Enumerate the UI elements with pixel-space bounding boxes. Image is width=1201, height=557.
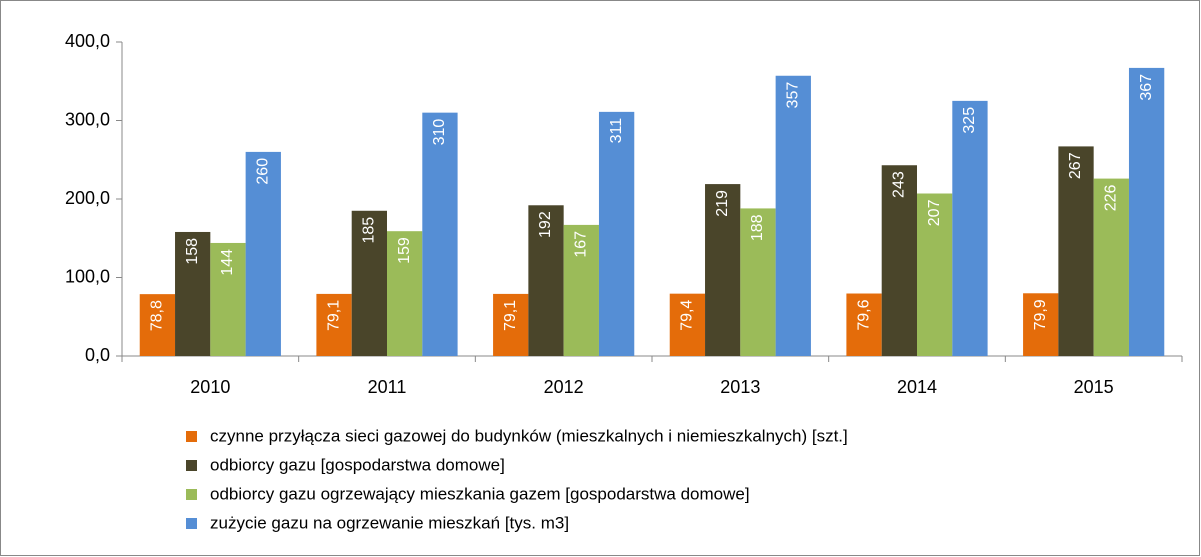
bar: [846, 293, 882, 356]
data-label: 159: [396, 237, 413, 264]
data-label: 311: [608, 118, 625, 144]
data-label: 79,4: [679, 300, 696, 331]
x-tick-label: 2015: [1074, 377, 1114, 397]
data-label: 357: [785, 82, 802, 109]
y-tick-label: 0,0: [85, 345, 110, 365]
data-label: 79,9: [1032, 299, 1049, 330]
bar: [917, 193, 953, 356]
bar: [422, 112, 458, 357]
x-tick-label: 2011: [368, 377, 407, 397]
data-label: 310: [431, 119, 448, 146]
bar: [881, 165, 917, 356]
data-label: 158: [184, 238, 201, 265]
bar: [1128, 67, 1165, 356]
bar: [775, 75, 811, 356]
bar: [175, 231, 211, 356]
y-tick-label: 100,0: [65, 266, 110, 286]
data-label: 219: [714, 190, 731, 217]
data-label: 79,1: [325, 300, 342, 331]
data-label: 192: [537, 211, 554, 238]
legend-swatch: [186, 518, 197, 529]
x-tick-label: 2010: [190, 377, 230, 397]
data-label: 267: [1067, 152, 1084, 179]
legend-swatch: [186, 460, 197, 471]
bar: [740, 208, 776, 356]
data-label: 188: [749, 214, 766, 241]
x-tick-label: 2013: [720, 377, 760, 397]
y-tick-label: 400,0: [65, 31, 110, 51]
x-tick-label: 2014: [897, 377, 937, 397]
data-label: 226: [1103, 184, 1120, 211]
y-tick-label: 300,0: [65, 109, 110, 129]
bar: [387, 231, 423, 356]
legend-label: czynne przyłącza sieci gazowej do budynk…: [210, 426, 848, 445]
bar: [139, 294, 176, 356]
x-tick-label: 2012: [544, 377, 584, 397]
bar: [1058, 146, 1094, 356]
legend-label: zużycie gazu na ogrzewanie mieszkań [tys…: [210, 513, 569, 532]
bar: [598, 111, 635, 357]
bar: [528, 205, 564, 356]
data-label: 260: [255, 158, 272, 185]
bar: [210, 242, 246, 356]
bar: [563, 224, 599, 356]
data-label: 167: [573, 231, 590, 258]
data-label: 144: [219, 249, 236, 276]
data-label: 243: [891, 171, 908, 198]
bar: [1093, 178, 1129, 356]
bar: [952, 100, 988, 356]
legend-label: odbiorcy gazu [gospodarstwa domowe]: [210, 455, 505, 474]
data-label: 79,6: [855, 299, 872, 330]
bar: [705, 184, 741, 356]
bar: [351, 210, 387, 356]
y-tick-label: 200,0: [65, 188, 110, 208]
data-label: 207: [926, 199, 943, 226]
legend-swatch: [186, 489, 197, 500]
bar: [669, 293, 706, 356]
legend-label: odbiorcy gazu ogrzewający mieszkania gaz…: [210, 484, 750, 503]
data-label: 79,1: [502, 300, 519, 331]
data-label: 367: [1138, 74, 1155, 101]
data-label: 78,8: [149, 300, 166, 331]
legend-swatch: [186, 431, 197, 442]
data-label: 325: [961, 107, 978, 134]
bar: [245, 151, 281, 356]
data-label: 185: [361, 217, 378, 244]
bar: [316, 293, 352, 356]
bar: [493, 293, 529, 356]
bar: [1023, 293, 1059, 356]
